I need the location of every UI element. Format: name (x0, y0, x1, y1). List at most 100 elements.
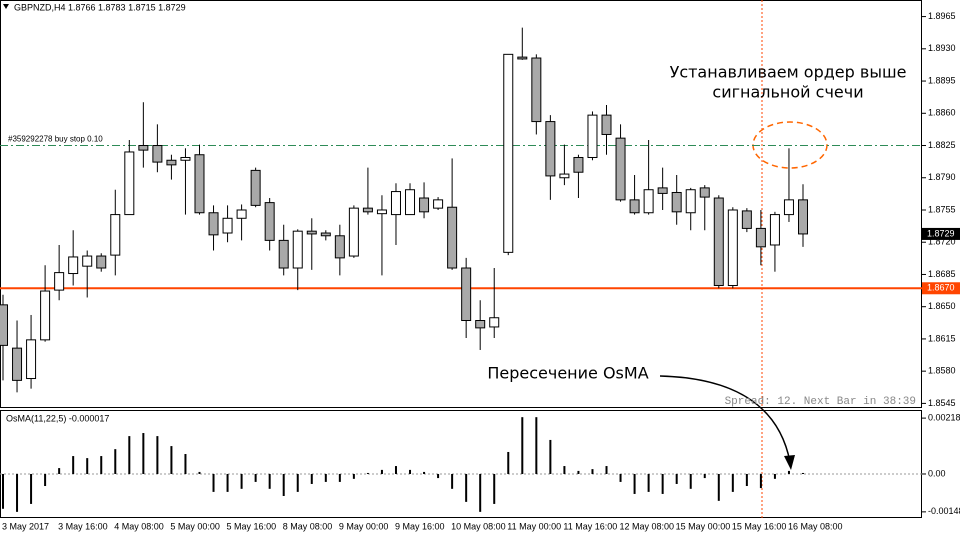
candle-body (334, 235, 345, 259)
osma-bar (128, 436, 131, 474)
candle-body (517, 56, 528, 60)
candle-body (475, 320, 486, 329)
osma-bar (184, 454, 187, 474)
level-price-box (922, 282, 960, 295)
osma-bar (324, 473, 327, 482)
candle-body (278, 239, 289, 269)
candle-body (348, 207, 359, 257)
osma-bar (717, 473, 720, 501)
osma-bar (142, 433, 145, 474)
candle-body (545, 121, 556, 177)
candle-body (96, 255, 107, 269)
osma-bar (380, 469, 383, 474)
osma-bar (30, 473, 33, 504)
candle-body (741, 210, 752, 229)
osma-bar (86, 458, 89, 474)
osma-bar (212, 473, 215, 492)
y-tick-label: 1.8720 (928, 237, 956, 247)
y-tick-label: 1.8650 (928, 301, 956, 311)
candle-body (531, 57, 542, 123)
candle-body (629, 199, 640, 214)
osma-bar (44, 473, 47, 487)
y-tick-label: 1.8615 (928, 333, 956, 343)
x-tick-label: 3 May 16:00 (58, 521, 108, 531)
x-tick-label: 11 May 00:00 (507, 521, 561, 531)
x-tick-label: 5 May 16:00 (227, 521, 277, 531)
y-tick-label: 1.8825 (928, 140, 956, 150)
candle-body (783, 199, 794, 216)
candle-body (68, 256, 79, 275)
annotation: Пересечение OsMA (487, 364, 648, 383)
level-price: 1.8670 (927, 283, 955, 293)
candle-body (222, 217, 233, 234)
osma-bar (647, 473, 650, 492)
candle-body (601, 114, 612, 135)
highlight-ellipse (752, 121, 828, 169)
candle-body (798, 199, 808, 235)
osma-bar (605, 466, 608, 474)
candle-body (250, 169, 261, 206)
osma-bar (661, 473, 664, 494)
x-tick-label: 3 May 2017 (2, 521, 49, 531)
osma-bar (493, 473, 496, 504)
arrow (659, 375, 791, 463)
x-tick-label: 8 May 08:00 (283, 521, 333, 531)
candle-body (559, 173, 570, 179)
candle-body (54, 272, 65, 291)
candle-body (699, 187, 710, 198)
osma-bar (16, 473, 19, 512)
osma-bar (296, 473, 299, 492)
osma-bar (535, 417, 538, 474)
candle-body (362, 207, 373, 213)
osma-bar (2, 473, 4, 509)
candle-body (40, 290, 51, 341)
candle-body (727, 209, 738, 287)
candle-body (587, 114, 598, 158)
y-tick-label: 1.8860 (928, 108, 956, 118)
osma-bar (310, 473, 313, 484)
candle-body (12, 347, 23, 381)
osma-bar (423, 471, 426, 474)
candle-body (0, 304, 8, 346)
candle-body (110, 214, 121, 256)
osma-bar (394, 466, 397, 474)
y-tick-label: 1.8545 (928, 398, 956, 408)
x-tick-label: 15 May 00:00 (676, 521, 731, 531)
osma-bar (549, 439, 552, 474)
osma-bar (479, 473, 482, 512)
osma-bar (802, 472, 804, 474)
x-tick-label: 10 May 08:00 (451, 521, 506, 531)
candle-body (503, 53, 514, 253)
x-tick-label: 9 May 00:00 (339, 521, 389, 531)
candle-body (152, 145, 163, 163)
y-tick-label: 0.00 (928, 468, 946, 478)
candle-body (208, 212, 219, 236)
osma-bar (521, 417, 524, 474)
osma-bar (591, 469, 594, 474)
osma-bar (619, 473, 622, 482)
osma-bar (689, 473, 692, 489)
osma-bar (409, 469, 412, 474)
chart-title: GBPNZD,H4 1.8766 1.8783 1.8715 1.8729 (14, 2, 186, 12)
osma-bar (465, 473, 468, 502)
candle-body (306, 230, 317, 235)
candle-body (124, 151, 135, 216)
candle-body (320, 232, 331, 237)
y-tick-label: 1.8580 (928, 366, 956, 376)
candle-body (138, 145, 149, 151)
last-price: 1.8729 (927, 228, 955, 238)
osma-bar (773, 473, 776, 479)
candle-body (685, 189, 696, 214)
osma-bar (72, 456, 75, 474)
candle-body (166, 159, 177, 166)
candle-body (769, 214, 780, 246)
candle-body (433, 199, 444, 209)
osma-bar (675, 473, 678, 484)
y-tick-label: 1.8895 (928, 75, 956, 85)
x-tick-label: 15 May 16:00 (732, 521, 787, 531)
candle-body (615, 137, 626, 201)
candle-body (194, 154, 205, 214)
x-tick-label: 16 May 08:00 (788, 521, 843, 531)
